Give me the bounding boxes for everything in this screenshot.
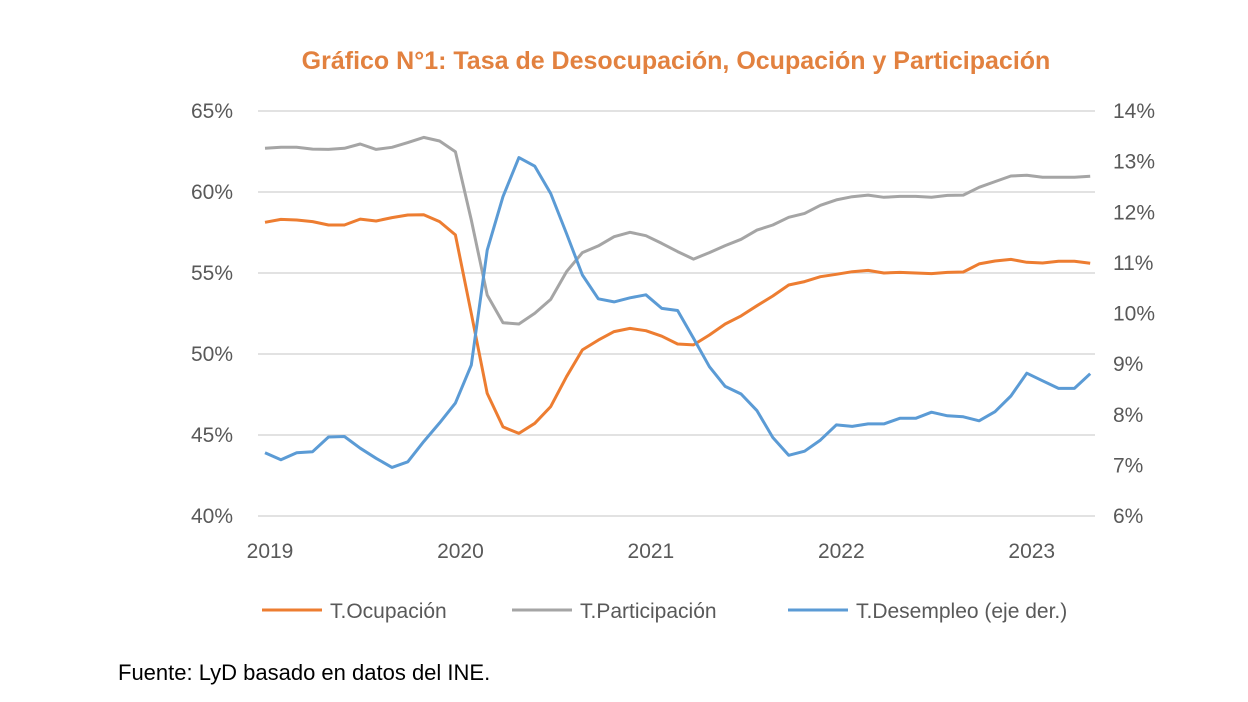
legend-label: T.Participación xyxy=(580,600,717,623)
series-line-ocupacion xyxy=(264,213,1091,435)
x-tick-label: 2019 xyxy=(247,540,294,563)
y-right-tick-label: 13% xyxy=(1113,151,1155,174)
series-line-desempleo xyxy=(264,156,1092,469)
y-axis-right: 6% 7% 8% 9% 10% 11% 12% 13% 14% xyxy=(1113,100,1155,528)
y-right-tick-label: 14% xyxy=(1113,100,1155,123)
source-note: Fuente: LyD basado en datos del INE. xyxy=(118,660,491,685)
x-tick-label: 2020 xyxy=(437,540,484,563)
y-right-tick-label: 7% xyxy=(1113,454,1143,477)
legend-label: T.Desempleo (eje der.) xyxy=(856,600,1067,623)
y-left-tick-label: 60% xyxy=(191,181,233,204)
y-right-tick-label: 8% xyxy=(1113,404,1143,427)
y-right-tick-label: 11% xyxy=(1113,252,1153,275)
y-right-tick-label: 10% xyxy=(1113,303,1155,326)
legend-label: T.Ocupación xyxy=(330,600,447,623)
legend: T.Ocupación T.Participación T.Desempleo (e… xyxy=(262,600,1067,623)
x-tick-label: 2023 xyxy=(1008,540,1055,563)
y-left-tick-label: 65% xyxy=(191,100,233,123)
y-left-tick-label: 40% xyxy=(191,505,233,528)
chart-title: Gráfico N°1: Tasa de Desocupación, Ocupa… xyxy=(302,47,1051,75)
x-axis: 2019 2020 2021 2022 2023 xyxy=(247,540,1055,563)
x-tick-label: 2022 xyxy=(818,540,865,563)
y-left-tick-label: 55% xyxy=(191,262,233,285)
series-lines xyxy=(264,135,1092,469)
x-tick-label: 2021 xyxy=(628,540,675,563)
y-right-tick-label: 9% xyxy=(1113,353,1143,376)
y-axis-left: 40% 45% 50% 55% 60% 65% xyxy=(191,100,233,528)
y-right-tick-label: 6% xyxy=(1113,505,1143,528)
gridlines xyxy=(258,110,1095,517)
y-right-tick-label: 12% xyxy=(1113,201,1155,224)
y-left-tick-label: 45% xyxy=(191,424,233,447)
y-left-tick-label: 50% xyxy=(191,343,233,366)
series-line-participacion xyxy=(264,135,1091,326)
